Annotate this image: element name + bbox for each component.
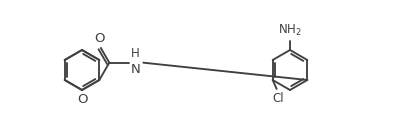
Text: N: N [131, 63, 141, 76]
Text: O: O [77, 93, 88, 106]
Text: H: H [131, 47, 139, 60]
Text: O: O [94, 32, 105, 45]
Text: NH$_2$: NH$_2$ [278, 23, 302, 38]
Text: Cl: Cl [273, 92, 284, 105]
